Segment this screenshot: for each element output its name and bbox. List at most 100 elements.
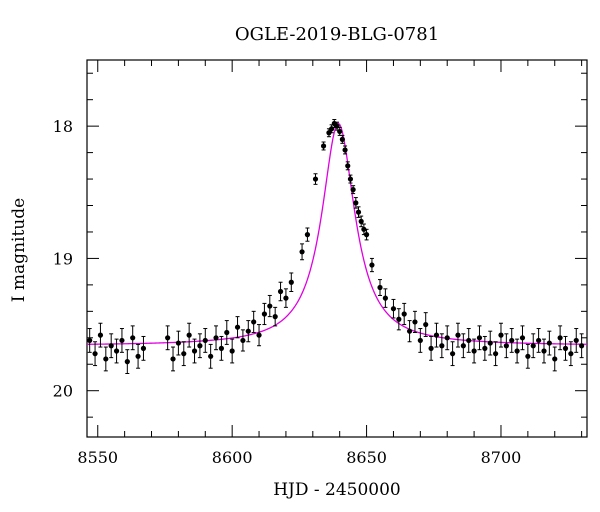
data-point [234, 316, 241, 339]
data-point [140, 335, 147, 361]
data-point [530, 333, 536, 359]
plot-border [86, 59, 588, 438]
data-point [355, 206, 362, 218]
point-marker [283, 295, 289, 301]
data-point [562, 335, 569, 361]
point-marker [299, 249, 305, 255]
point-marker [428, 345, 434, 351]
data-point [503, 333, 509, 359]
data-point [208, 343, 214, 369]
point-marker [267, 303, 273, 309]
data-point [444, 325, 450, 351]
point-marker [493, 351, 499, 357]
data-point [347, 174, 354, 184]
point-marker [444, 335, 450, 341]
data-point [97, 322, 104, 348]
point-marker [573, 337, 579, 344]
point-marker [390, 306, 397, 312]
point-marker [304, 232, 311, 238]
point-marker [519, 335, 526, 341]
data-point [423, 312, 429, 337]
data-point [175, 330, 181, 356]
plot-frame [86, 59, 588, 438]
data-point [312, 173, 319, 185]
point-marker [460, 343, 466, 349]
point-marker [113, 348, 120, 354]
data-point [113, 338, 120, 364]
point-marker [208, 353, 214, 359]
data-point [482, 335, 488, 361]
data-point [471, 338, 477, 364]
data-point [288, 272, 294, 292]
point-marker [130, 335, 136, 341]
point-marker [108, 343, 114, 349]
point-marker [229, 348, 235, 354]
point-marker [525, 353, 531, 359]
point-marker [339, 136, 345, 142]
data-point [525, 343, 531, 369]
point-marker [466, 337, 472, 344]
data-point [350, 185, 356, 195]
point-marker [87, 337, 93, 344]
y-axis-label: I magnitude [9, 198, 29, 302]
data-point [202, 328, 208, 353]
data-point [406, 320, 413, 343]
point-marker [197, 343, 203, 349]
point-marker [536, 337, 542, 344]
data-point [552, 346, 558, 372]
point-marker [288, 279, 294, 285]
point-marker [579, 343, 585, 349]
data-point [213, 325, 219, 351]
data-point [568, 341, 574, 367]
data-point [460, 333, 466, 359]
point-marker [135, 353, 141, 359]
point-marker [363, 232, 370, 238]
data-point [449, 341, 456, 367]
data-point [476, 325, 483, 351]
point-marker [202, 337, 208, 344]
point-marker [186, 332, 192, 338]
point-marker [256, 332, 262, 338]
data-point [358, 215, 364, 228]
data-point [541, 338, 547, 364]
point-marker [358, 218, 364, 224]
data-point [261, 302, 268, 326]
point-marker [361, 226, 367, 232]
point-marker [345, 163, 351, 169]
point-marker [103, 356, 109, 362]
data-point [245, 320, 251, 343]
x-tick-label: 8550 [77, 448, 118, 467]
point-marker [355, 209, 362, 215]
data-point [229, 338, 235, 364]
data-point [363, 228, 370, 241]
data-point [87, 328, 93, 353]
point-marker [326, 130, 332, 136]
point-marker [455, 332, 461, 338]
x-tick-label: 8600 [212, 448, 253, 467]
data-point [396, 308, 402, 331]
point-marker [251, 319, 257, 325]
data-point [326, 128, 332, 138]
point-marker [449, 351, 456, 357]
data-point [412, 310, 418, 333]
data-point [181, 341, 187, 367]
point-marker [377, 284, 383, 291]
point-marker [530, 343, 536, 349]
data-point [170, 346, 176, 372]
point-marker [272, 314, 278, 320]
data-point [493, 341, 499, 367]
point-marker [439, 343, 445, 349]
x-tick-label: 8650 [346, 448, 387, 467]
point-marker [568, 351, 574, 357]
data-point [487, 330, 493, 356]
point-marker [97, 332, 104, 338]
point-marker [165, 335, 171, 341]
y-tick-label: 20 [53, 382, 73, 401]
point-marker [503, 343, 509, 349]
point-marker [412, 319, 418, 325]
point-marker [557, 335, 563, 341]
point-marker [140, 345, 147, 351]
data-point [439, 333, 445, 359]
point-marker [350, 187, 356, 193]
